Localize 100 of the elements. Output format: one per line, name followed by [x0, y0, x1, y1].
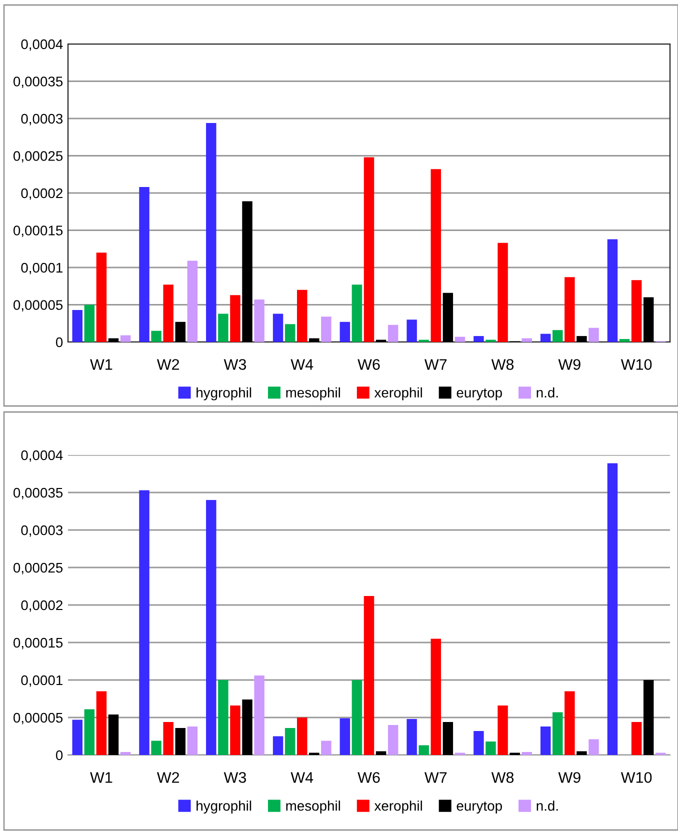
- bar: [498, 706, 508, 755]
- bar: [151, 330, 162, 342]
- bar: [230, 706, 240, 755]
- bar: [607, 239, 618, 342]
- bar: [309, 338, 320, 342]
- y-tick-label: 0,00035: [13, 76, 63, 88]
- y-tick-label: 0,0004: [21, 39, 63, 51]
- bar: [576, 751, 587, 755]
- bar: [242, 700, 252, 755]
- bar: [206, 500, 216, 755]
- bar: [388, 324, 398, 342]
- bar: [108, 338, 119, 342]
- bar: [442, 722, 454, 755]
- bar: [540, 726, 551, 755]
- bar: [474, 336, 484, 342]
- bar: [388, 725, 398, 755]
- bar: [175, 322, 186, 342]
- bar: [643, 680, 654, 755]
- y-tick-label: 0: [56, 337, 63, 348]
- y-tick-label: 0,0001: [21, 262, 62, 274]
- y-tick-label: 0,0002: [21, 600, 62, 612]
- bar: [522, 338, 532, 342]
- bar: [552, 330, 563, 342]
- legend-label: eurytop: [456, 802, 502, 814]
- legend-label: mesophil: [286, 800, 340, 814]
- y-tick-label: 0,00015: [13, 638, 63, 650]
- bar: [364, 596, 374, 755]
- bar: [254, 300, 264, 342]
- x-tick-label: W10: [620, 772, 652, 783]
- bar: [474, 731, 484, 755]
- bar: [352, 284, 362, 342]
- bar: [340, 718, 350, 755]
- bar: [163, 284, 174, 342]
- y-tick-label: 0,0004: [21, 450, 63, 462]
- bar: [151, 740, 162, 755]
- bar: [296, 718, 308, 755]
- bar: [321, 740, 332, 755]
- bar: [120, 335, 131, 342]
- x-tick-label: W6: [358, 772, 380, 783]
- x-tick-label: W9: [558, 359, 580, 370]
- bar: [163, 722, 174, 755]
- bar: [242, 201, 252, 342]
- bar: [84, 304, 95, 342]
- x-tick-label: W4: [290, 772, 314, 783]
- bar: [564, 691, 575, 755]
- y-tick-label: 0,00025: [13, 151, 63, 163]
- bar: [498, 242, 508, 342]
- bar: [643, 297, 654, 342]
- bar: [352, 680, 362, 755]
- bar: [206, 122, 216, 342]
- bar: [406, 320, 417, 342]
- bar: [430, 169, 442, 342]
- legend-label: mesophil: [286, 387, 340, 400]
- bar: [576, 336, 587, 342]
- legend-label: hygrophil: [196, 800, 252, 814]
- bar: [619, 339, 630, 342]
- bar: [430, 638, 442, 755]
- legend-label: n.d.: [536, 387, 558, 398]
- legend-label: hygrophil: [196, 387, 252, 400]
- bar: [540, 334, 551, 342]
- bar: [108, 714, 119, 755]
- x-tick-label: W10: [620, 359, 652, 370]
- bar: [120, 752, 131, 755]
- x-tick-label: W7: [424, 772, 447, 783]
- bar: [364, 157, 374, 342]
- legend-label: n.d.: [536, 800, 558, 811]
- x-tick-label: W7: [424, 359, 447, 370]
- bar: [552, 712, 563, 755]
- bar: [218, 680, 228, 755]
- bar: [72, 720, 82, 755]
- y-tick-label: 0,0003: [21, 525, 63, 537]
- bar: [284, 324, 296, 342]
- bar: [72, 310, 82, 342]
- bar: [588, 328, 599, 342]
- y-tick-label: 0: [56, 750, 63, 760]
- bar: [631, 280, 642, 342]
- y-tick-label: 0,00035: [13, 488, 63, 500]
- y-tick-label: 0,00005: [13, 712, 63, 724]
- x-tick-label: W8: [491, 359, 514, 370]
- x-tick-label: W3: [224, 772, 246, 783]
- bar: [564, 277, 575, 342]
- bar: [522, 752, 532, 755]
- x-tick-label: W4: [290, 359, 314, 370]
- bar: [96, 252, 107, 342]
- bar: [218, 314, 228, 342]
- bar: [187, 726, 198, 755]
- y-tick-label: 0,0001: [21, 675, 62, 687]
- bar: [588, 739, 599, 755]
- y-tick-label: 0,00025: [13, 562, 63, 574]
- bar: [340, 322, 350, 342]
- y-tick-label: 0,0003: [21, 114, 63, 126]
- bar: [486, 742, 496, 755]
- bar: [607, 463, 618, 755]
- bar: [139, 187, 150, 342]
- bar: [376, 751, 386, 755]
- bar: [272, 314, 284, 342]
- legend-label: eurytop: [456, 388, 502, 400]
- bar: [254, 676, 264, 755]
- y-tick-label: 0,00015: [13, 226, 63, 238]
- x-tick-label: W1: [90, 359, 112, 370]
